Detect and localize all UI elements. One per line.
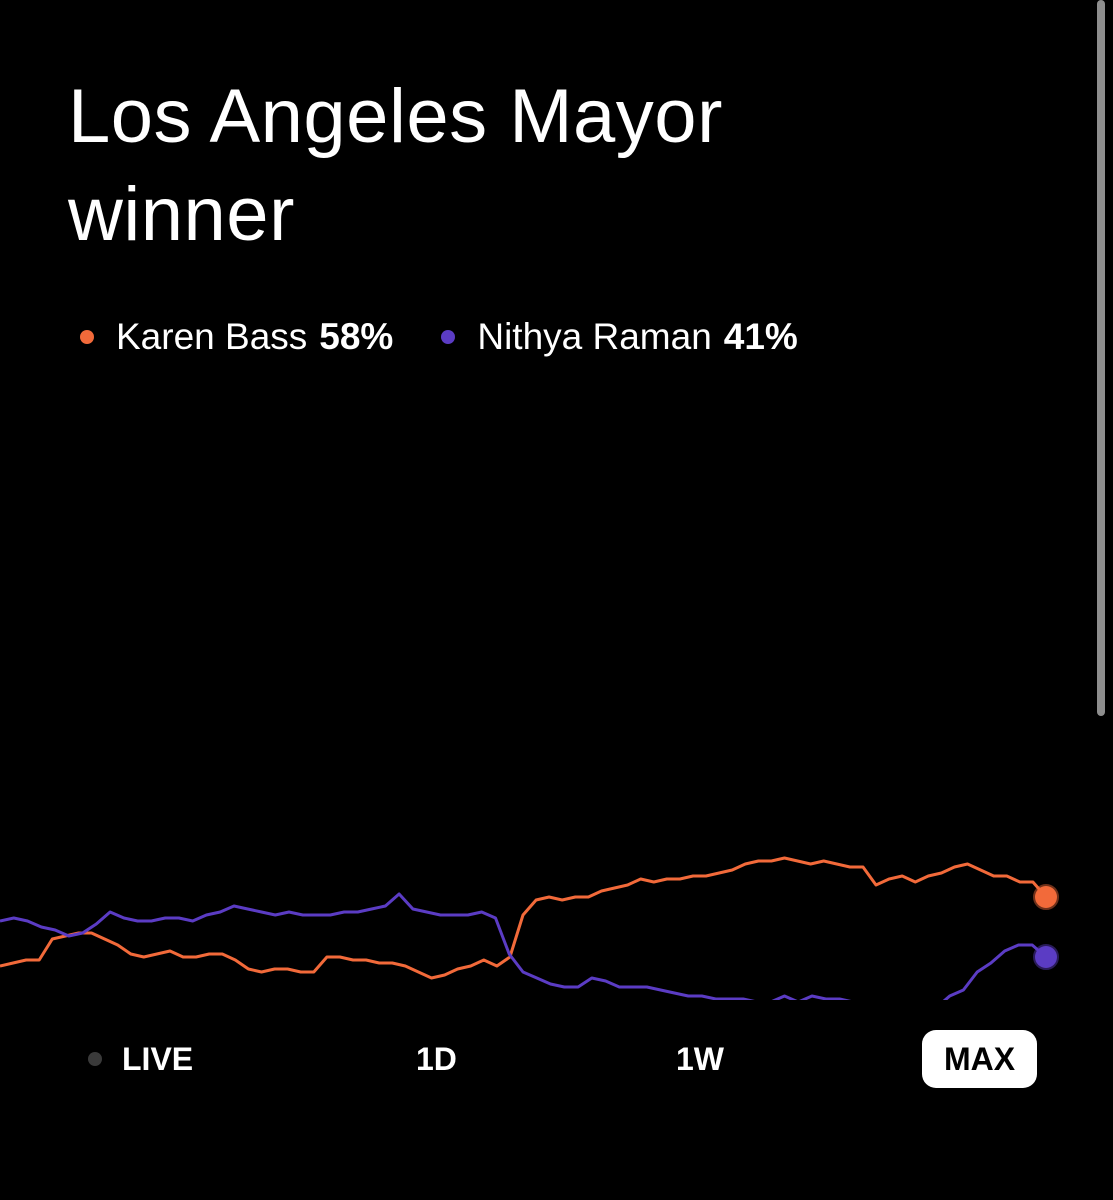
range-button-1d[interactable]: 1D: [416, 1041, 457, 1077]
time-range-selector: LIVE 1D 1W MAX: [0, 1030, 1113, 1090]
range-button-live[interactable]: LIVE: [88, 1030, 193, 1088]
scrollbar[interactable]: [1097, 0, 1105, 716]
legend-item-nithya-raman: Nithya Raman 41%: [441, 316, 798, 358]
series-end-point-karen-bass: [1033, 884, 1059, 910]
series-line-nithya-raman: [0, 892, 1047, 1000]
chart-legend: Karen Bass 58% Nithya Raman 41%: [80, 312, 846, 362]
range-button-1w[interactable]: 1W: [676, 1041, 724, 1077]
page-title: Los Angeles Mayor winner: [68, 74, 723, 257]
probability-line-chart: [0, 856, 1059, 1000]
legend-dot-icon: [80, 330, 94, 344]
range-button-max[interactable]: MAX: [922, 1030, 1038, 1088]
legend-name: Nithya Raman: [477, 316, 712, 357]
legend-name: Karen Bass: [116, 316, 308, 357]
legend-value: 41%: [723, 316, 798, 357]
range-label: LIVE: [122, 1041, 194, 1077]
series-line-karen-bass: [0, 856, 1048, 980]
legend-dot-icon: [441, 330, 456, 344]
legend-item-karen-bass: Karen Bass 58%: [80, 316, 393, 358]
series-end-point-nithya-raman: [1033, 944, 1059, 970]
legend-value: 58%: [319, 316, 394, 357]
live-status-icon: [88, 1052, 102, 1066]
